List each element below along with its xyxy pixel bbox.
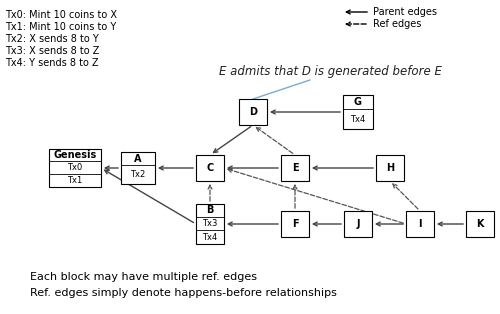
Text: Tx2: Tx2 xyxy=(130,170,146,179)
Bar xyxy=(376,155,404,181)
Bar xyxy=(239,99,267,125)
Text: C: C xyxy=(206,163,214,173)
Bar xyxy=(281,211,309,237)
Text: I: I xyxy=(418,219,422,229)
Text: Ref edges: Ref edges xyxy=(373,19,422,29)
Text: E: E xyxy=(292,163,298,173)
Text: H: H xyxy=(386,163,394,173)
Bar xyxy=(49,149,101,187)
Bar xyxy=(344,211,372,237)
Text: G: G xyxy=(354,97,362,107)
Bar xyxy=(196,204,224,244)
Text: D: D xyxy=(249,107,257,117)
Text: J: J xyxy=(356,219,360,229)
Text: Tx3: X sends 8 to Z: Tx3: X sends 8 to Z xyxy=(5,46,100,56)
Text: Tx0: Tx0 xyxy=(68,163,82,172)
Text: K: K xyxy=(476,219,484,229)
Text: Tx3: Tx3 xyxy=(202,219,218,228)
Text: Tx1: Tx1 xyxy=(68,176,82,185)
Text: Tx4: Tx4 xyxy=(350,115,366,124)
Text: Tx0: Mint 10 coins to X: Tx0: Mint 10 coins to X xyxy=(5,10,117,20)
Text: Tx1: Mint 10 coins to Y: Tx1: Mint 10 coins to Y xyxy=(5,22,116,32)
Text: Parent edges: Parent edges xyxy=(373,7,437,17)
Text: Tx2: X sends 8 to Y: Tx2: X sends 8 to Y xyxy=(5,34,99,44)
Text: Tx4: Tx4 xyxy=(202,233,218,242)
Text: Genesis: Genesis xyxy=(54,150,96,160)
Text: F: F xyxy=(292,219,298,229)
Text: Each block may have multiple ref. edges: Each block may have multiple ref. edges xyxy=(30,272,257,282)
Bar xyxy=(343,95,373,129)
Text: B: B xyxy=(206,205,214,215)
Text: Tx4: Y sends 8 to Z: Tx4: Y sends 8 to Z xyxy=(5,58,98,68)
Text: E admits that D is generated before E: E admits that D is generated before E xyxy=(218,66,442,78)
Text: A: A xyxy=(134,154,142,164)
Bar xyxy=(196,155,224,181)
Bar xyxy=(281,155,309,181)
Bar xyxy=(121,152,155,184)
Bar xyxy=(406,211,434,237)
Text: Ref. edges simply denote happens-before relationships: Ref. edges simply denote happens-before … xyxy=(30,288,337,298)
Bar xyxy=(466,211,494,237)
